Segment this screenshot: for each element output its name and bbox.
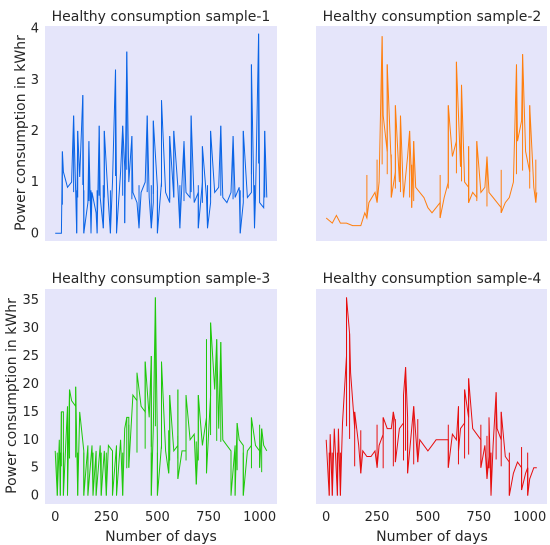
xtick-label: 500 (145, 510, 170, 525)
ytick-label: 5 (31, 461, 39, 476)
xtick-label: 750 (196, 510, 221, 525)
xtick-label: 250 (94, 510, 119, 525)
ytick-label: 25 (22, 349, 39, 364)
ytick-label: 10 (22, 433, 39, 448)
ytick-label: 0 (31, 489, 39, 504)
ytick-label: 1 (31, 175, 39, 190)
ylabel-bottom: Power consumption in kWhr (4, 298, 20, 494)
plot-area-4 (316, 289, 547, 504)
xtick-label: 0 (322, 510, 330, 525)
panel-sample-4: Healthy consumption sample-4 0 250 500 750 1… (316, 271, 547, 545)
xticks-group-3: 0 250 500 750 1000 (51, 510, 276, 525)
yticks-group-1: 0 1 2 3 4 (31, 22, 39, 242)
ytick-label: 35 (22, 293, 39, 308)
panel-sample-1: Healthy consumption sample-1 0 1 2 3 4 (31, 9, 277, 241)
series-group-4 (325, 297, 537, 496)
title-sample-2: Healthy consumption sample-2 (323, 9, 542, 25)
xtick-label: 0 (51, 510, 59, 525)
ytick-label: 3 (31, 73, 39, 88)
ytick-label: 4 (31, 22, 39, 37)
ytick-label: 0 (31, 226, 39, 241)
title-sample-3: Healthy consumption sample-3 (52, 271, 271, 287)
xticks-group-4: 0 250 500 750 1000 (322, 510, 546, 525)
series-line-1 (55, 33, 268, 234)
series-line-3 (54, 297, 268, 496)
ytick-label: 20 (22, 377, 39, 392)
xtick-label: 500 (416, 510, 441, 525)
yticks-group-3: 0 5 10 15 20 25 30 35 (22, 293, 39, 503)
series-group-3 (54, 297, 268, 496)
xtick-label: 750 (466, 510, 491, 525)
series-group-1 (55, 33, 268, 234)
panel-sample-3: Healthy consumption sample-3 0 5 10 15 20 25 3… (22, 271, 277, 545)
xlabel-sample-4: Number of days (376, 529, 488, 545)
ytick-label: 30 (22, 321, 39, 336)
plot-area-2 (316, 26, 547, 241)
xtick-label: 1000 (513, 510, 546, 525)
series-group-2 (325, 36, 538, 227)
title-sample-4: Healthy consumption sample-4 (323, 271, 542, 287)
ytick-label: 15 (22, 405, 39, 420)
xtick-label: 1000 (243, 510, 276, 525)
title-sample-1: Healthy consumption sample-1 (52, 9, 271, 25)
xlabel-sample-3: Number of days (105, 529, 217, 545)
panel-sample-2: Healthy consumption sample-2 (316, 9, 547, 241)
xtick-label: 250 (365, 510, 390, 525)
ytick-label: 2 (31, 124, 39, 139)
ylabel-top: Power consumption in kWhr (13, 35, 29, 231)
